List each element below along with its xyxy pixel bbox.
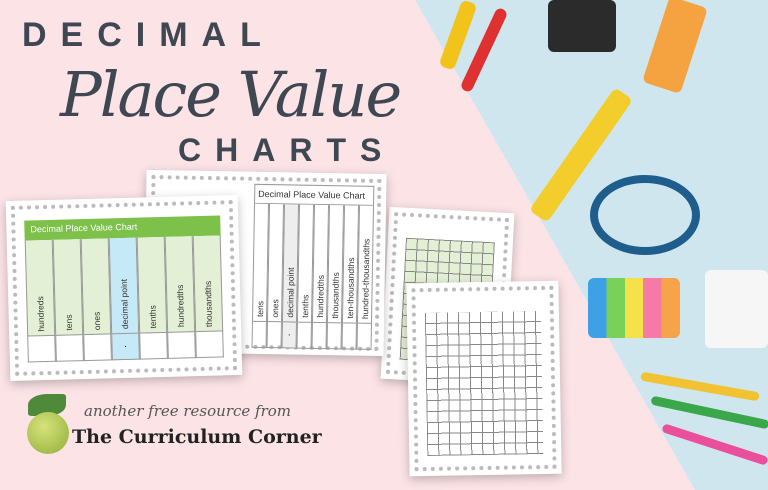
column-header: thousandths xyxy=(192,235,224,333)
sticky-arrows xyxy=(548,0,616,52)
value-cell xyxy=(27,335,56,363)
value-cell xyxy=(266,322,282,349)
column-label: ones xyxy=(91,311,103,330)
value-cell xyxy=(139,332,168,360)
title-charts: CHARTS xyxy=(178,132,396,168)
worksheet-preview-4 xyxy=(406,280,562,477)
value-cell xyxy=(356,323,372,350)
column-label: tens xyxy=(63,314,75,331)
chart-grid xyxy=(424,310,544,457)
column-label: ones xyxy=(269,298,280,318)
column-header: tenths xyxy=(136,236,168,334)
value-cell xyxy=(167,332,196,359)
column-label: thousandths xyxy=(329,271,341,319)
column-label: thousandths xyxy=(202,280,215,327)
value-cell xyxy=(341,323,357,350)
brand-name: The Curriculum Corner xyxy=(72,426,322,448)
column-label: decimal point xyxy=(118,278,131,330)
column-header: hundred-thousandths xyxy=(356,205,375,324)
column-label: tens xyxy=(254,300,265,318)
value-cell xyxy=(55,335,84,362)
column-label: hundreds xyxy=(35,295,47,332)
title-decimal: DECIMAL xyxy=(22,16,275,54)
title-place-value: Place Value xyxy=(60,58,402,131)
column-header: ones xyxy=(80,238,112,336)
apple-leaf-icon xyxy=(28,394,66,416)
sticky-notes xyxy=(588,278,680,338)
value-cell: . xyxy=(111,333,140,361)
value-cell xyxy=(83,334,112,362)
apple-logo-icon xyxy=(27,412,69,454)
column-label: hundredths xyxy=(174,284,187,328)
column-label: tenths xyxy=(299,294,310,318)
worksheet-preview-1: Decimal Place Value Chart hundreds tens on… xyxy=(5,194,243,382)
scissors xyxy=(590,175,700,255)
column-label: ten-thousandths xyxy=(344,257,356,319)
column-label: hundred-thousandths xyxy=(359,238,371,319)
value-cell xyxy=(251,321,267,349)
value-cell xyxy=(326,323,342,350)
column-header: hundreds xyxy=(24,239,56,337)
calculator xyxy=(705,270,768,348)
value-cell xyxy=(195,331,224,359)
column-label: decimal point xyxy=(284,267,296,318)
column-header: hundredths xyxy=(164,236,196,333)
value-cell xyxy=(311,322,327,350)
column-label: hundredths xyxy=(314,275,326,319)
value-cell xyxy=(296,322,312,349)
chart-title: Decimal Place Value Chart xyxy=(254,183,375,206)
tagline: another free resource from xyxy=(84,402,292,420)
column-header: tens xyxy=(52,239,84,336)
value-cell: . xyxy=(281,322,297,349)
column-label: tenths xyxy=(147,304,159,329)
column-header: decimal point xyxy=(108,237,140,335)
